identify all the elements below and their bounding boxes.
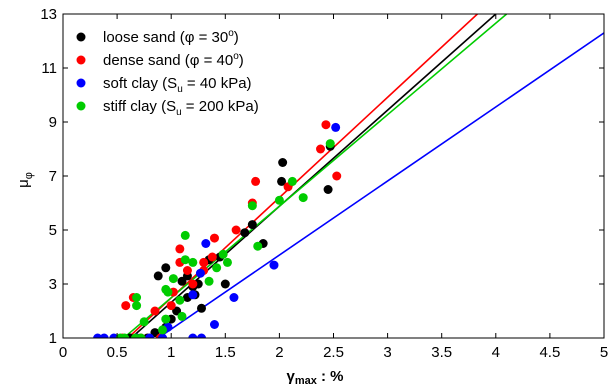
data-point-series-1 <box>321 120 331 130</box>
x-tick-label: 2.5 <box>323 344 344 361</box>
x-tick-label: 1.5 <box>215 344 236 361</box>
data-point-series-3 <box>287 176 297 186</box>
legend-marker-series-3 <box>76 101 86 111</box>
y-tick-label: 7 <box>49 168 57 185</box>
data-point-series-0 <box>240 228 250 238</box>
data-point-series-3 <box>168 274 178 284</box>
data-point-series-3 <box>204 276 214 286</box>
data-point-series-2 <box>196 333 206 338</box>
data-point-series-1 <box>231 225 241 235</box>
data-point-series-3 <box>132 301 142 311</box>
y-tick-label: 9 <box>49 114 57 131</box>
data-point-series-2 <box>188 333 198 338</box>
data-point-series-0 <box>220 279 230 289</box>
data-point-series-1 <box>188 279 198 289</box>
data-point-series-2 <box>158 333 168 338</box>
data-point-series-3 <box>132 293 142 302</box>
data-point-series-2 <box>195 268 205 278</box>
data-point-series-1 <box>251 176 261 186</box>
x-tick-label: 0.5 <box>107 344 128 361</box>
fit-line-series-1 <box>127 14 478 338</box>
data-point-series-0 <box>277 176 287 186</box>
data-point-series-3 <box>139 317 149 327</box>
data-point-series-1 <box>207 252 217 262</box>
data-point-series-3 <box>180 255 190 265</box>
legend-label-series-2: soft clay (Su = 40 kPa) <box>103 75 252 95</box>
data-point-series-3 <box>247 201 257 211</box>
data-point-series-3 <box>175 295 185 305</box>
data-point-series-2 <box>209 320 219 329</box>
data-point-series-1 <box>332 171 342 181</box>
fit-line-series-2 <box>157 32 604 338</box>
legend: loose sand (φ = 30o) dense sand (φ = 40o)… <box>76 28 259 118</box>
data-point-series-1 <box>166 301 176 311</box>
data-point-series-1 <box>175 244 185 254</box>
data-point-series-3 <box>212 263 222 273</box>
x-tick-label: 1 <box>167 344 175 361</box>
data-point-series-3 <box>136 333 146 338</box>
data-point-series-3 <box>120 333 130 338</box>
y-tick-label: 11 <box>41 60 57 77</box>
data-points <box>93 120 342 338</box>
x-tick-label: 3.5 <box>431 344 452 361</box>
data-point-series-3 <box>163 287 173 297</box>
y-tick-label: 13 <box>40 6 57 23</box>
y-tick-label: 1 <box>49 330 57 347</box>
data-point-series-3 <box>222 257 232 267</box>
x-axis-label: γmax : % <box>286 368 343 387</box>
data-point-series-2 <box>145 333 155 338</box>
y-tick-label: 5 <box>49 222 57 239</box>
data-point-series-3 <box>180 230 190 240</box>
data-point-series-2 <box>331 122 341 132</box>
data-point-series-0 <box>196 303 206 313</box>
legend-label-series-1: dense sand (φ = 40o) <box>103 51 244 69</box>
legend-label-series-0: loose sand (φ = 30o) <box>103 28 239 46</box>
legend-marker-series-0 <box>76 32 86 42</box>
data-point-series-0 <box>247 220 257 230</box>
data-point-series-3 <box>325 139 335 149</box>
x-tick-label: 3 <box>383 344 391 361</box>
data-point-series-3 <box>253 241 263 251</box>
data-point-series-3 <box>161 314 171 324</box>
x-tick-label: 4.5 <box>539 344 560 361</box>
data-point-series-0 <box>153 271 163 281</box>
legend-marker-series-2 <box>76 78 86 88</box>
data-point-series-1 <box>209 233 219 243</box>
y-tick-label: 3 <box>49 276 57 293</box>
data-point-series-0 <box>161 263 171 273</box>
data-point-series-1 <box>316 144 326 154</box>
data-point-series-1 <box>199 257 209 267</box>
data-point-series-0 <box>278 158 288 167</box>
y-axis-label: μφ <box>15 172 35 188</box>
data-point-series-3 <box>177 311 187 321</box>
x-tick-label: 5 <box>600 344 608 361</box>
data-point-series-1 <box>150 306 160 316</box>
x-tick-label: 2 <box>275 344 283 361</box>
legend-label-series-3: stiff clay (Su = 200 kPa) <box>103 98 259 118</box>
data-point-series-1 <box>182 266 192 275</box>
data-point-series-1 <box>121 301 131 311</box>
data-point-series-3 <box>298 193 308 203</box>
data-point-series-2 <box>188 290 198 300</box>
x-tick-label: 0 <box>59 344 67 361</box>
data-point-series-2 <box>201 239 211 248</box>
x-tick-label: 4 <box>492 344 500 361</box>
data-point-series-3 <box>218 249 228 259</box>
data-point-series-3 <box>188 257 198 267</box>
legend-marker-series-1 <box>76 55 86 65</box>
data-point-series-2 <box>99 333 109 338</box>
fit-line-series-3 <box>123 14 508 338</box>
data-point-series-0 <box>323 185 333 194</box>
data-point-series-2 <box>229 293 239 302</box>
x-axis-ticks: 0 0.5 1 1.5 2 2.5 3 3.5 4 4.5 5 <box>59 14 608 361</box>
data-point-series-2 <box>269 260 279 270</box>
data-point-series-3 <box>158 325 168 335</box>
data-point-series-3 <box>274 195 284 205</box>
